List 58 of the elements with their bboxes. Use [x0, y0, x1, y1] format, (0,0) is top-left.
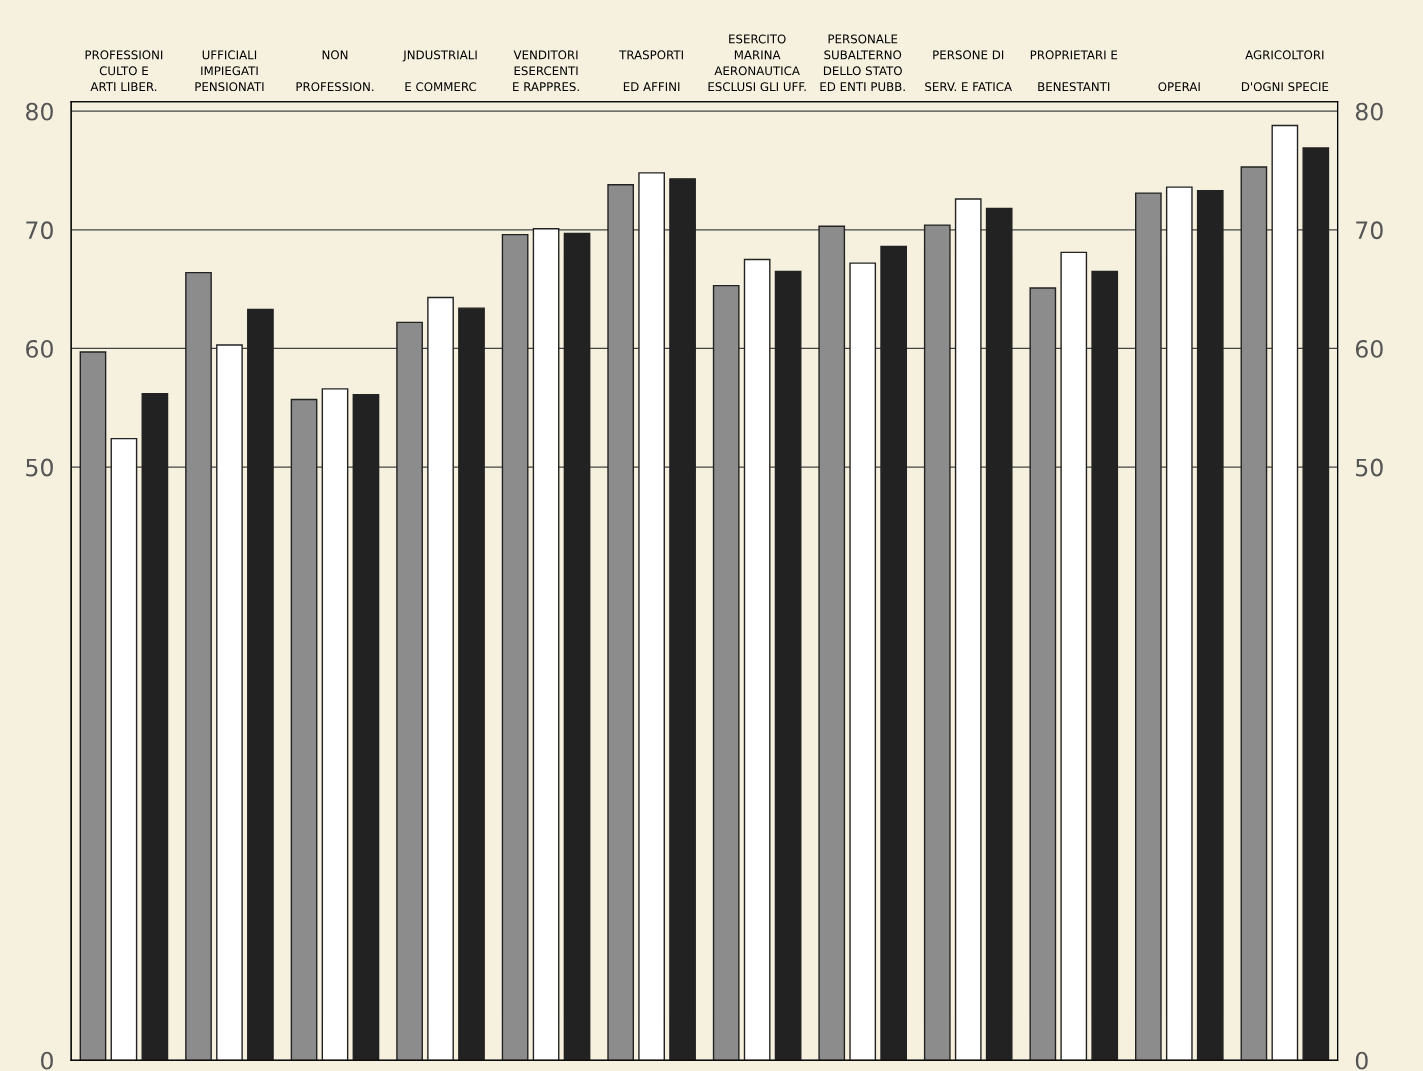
category-label: PERSONE DI SERV. E FATICA	[925, 50, 1012, 92]
y-tick-label: 70	[26, 221, 53, 240]
bar	[954, 198, 982, 1061]
category-label: AGRICOLTORI D'OGNI SPECIE	[1241, 50, 1329, 92]
bar	[458, 307, 485, 1061]
y2-tick-label: 50	[1356, 458, 1383, 477]
bar	[923, 224, 951, 1061]
bar	[1029, 287, 1057, 1061]
bar	[818, 225, 846, 1061]
bar	[321, 388, 349, 1061]
y-tick-label: 80	[26, 102, 53, 121]
y2-tick-label: 60	[1355, 339, 1383, 358]
bar	[396, 321, 423, 1061]
category-label: JNDUSTRIALI E COMMERC	[402, 50, 477, 92]
bar	[774, 270, 802, 1061]
bar	[427, 296, 454, 1061]
bar	[880, 245, 908, 1061]
x-tick-label: ESERCITO MARINA AERONAUTICA ESCLUSI GLI UFF.	[708, 34, 806, 92]
bar	[79, 351, 107, 1061]
y2-tick-label: 80	[1355, 102, 1383, 121]
category-label: TRASPORTI ED AFFINI	[619, 50, 683, 91]
bar	[141, 392, 169, 1061]
bar	[352, 394, 380, 1061]
bar	[1302, 147, 1330, 1061]
bar	[532, 227, 560, 1061]
bar	[247, 308, 274, 1061]
bar	[607, 184, 635, 1061]
y2-tick-label: 0	[1355, 1051, 1368, 1070]
bar	[849, 262, 877, 1061]
y-tick-label: 60	[26, 339, 53, 358]
x-tick-label: PROFESSIONI CULTO E ARTI LIBER.	[85, 50, 163, 91]
bar	[1091, 270, 1119, 1061]
bar	[216, 344, 243, 1061]
bar	[985, 207, 1013, 1061]
category-label: NON PROFESSION.	[296, 50, 374, 92]
bar	[1060, 251, 1088, 1061]
bar	[110, 437, 138, 1061]
bar	[743, 258, 771, 1061]
category-label: PROPRIETARI E BENESTANTI	[1030, 50, 1118, 92]
bar	[185, 271, 212, 1061]
bar	[1165, 186, 1193, 1061]
x-tick-label: VENDITORI ESERCENTI E RAPPRES.	[513, 50, 579, 92]
bar	[1271, 124, 1299, 1061]
bar	[290, 398, 318, 1061]
y2-tick-label: 70	[1356, 221, 1383, 240]
y-tick-label: 50	[26, 458, 53, 477]
bar	[1134, 192, 1162, 1061]
bar	[669, 178, 696, 1061]
bar	[563, 232, 591, 1061]
bar	[712, 284, 740, 1061]
bar	[638, 172, 665, 1061]
y-tick-label: 0	[41, 1051, 53, 1070]
x-tick-label: OPERAI	[1158, 82, 1200, 92]
x-tick-label: UFFICIALI IMPIEGATI PENSIONATI	[195, 50, 264, 92]
bar	[1240, 166, 1268, 1061]
bar	[1196, 190, 1224, 1061]
bar	[501, 233, 529, 1061]
x-tick-label: PERSONALE SUBALTERNO DELLO STATO ED ENTI PUBB.	[820, 34, 905, 92]
